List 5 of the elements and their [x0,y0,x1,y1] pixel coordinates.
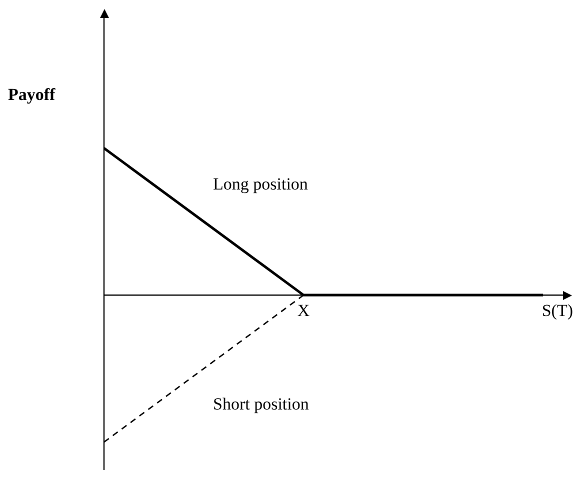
series-label: Short position [213,394,310,414]
x-axis-title: S(T) [542,301,573,320]
series-label: Long position [213,174,308,194]
y-axis-title: Payoff [8,84,56,104]
annotation: X [297,301,310,320]
